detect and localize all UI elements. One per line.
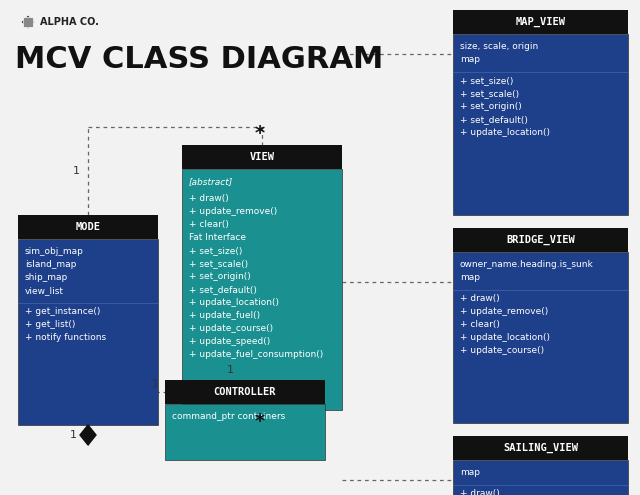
Text: BRIDGE_VIEW: BRIDGE_VIEW	[506, 235, 575, 245]
Text: [abstract]: [abstract]	[189, 177, 233, 186]
Text: owner_name.heading.is_sunk: owner_name.heading.is_sunk	[460, 260, 594, 269]
Bar	[453, 10, 628, 34]
Bar	[453, 460, 628, 495]
Text: + draw(): + draw()	[460, 294, 500, 303]
Text: + update_course(): + update_course()	[189, 324, 273, 333]
Text: map: map	[460, 273, 480, 282]
Text: + update_fuel_consumption(): + update_fuel_consumption()	[189, 350, 323, 359]
Text: + set_scale(): + set_scale()	[460, 89, 519, 98]
Bar	[453, 436, 628, 460]
Text: + set_scale(): + set_scale()	[189, 259, 248, 268]
Text: + set_size(): + set_size()	[189, 246, 243, 255]
Polygon shape	[21, 15, 35, 29]
Bar	[18, 239, 158, 425]
Text: CONTROLLER: CONTROLLER	[214, 387, 276, 397]
Text: MAP_VIEW: MAP_VIEW	[515, 17, 566, 27]
Text: 1: 1	[152, 379, 159, 389]
Text: 1: 1	[227, 365, 234, 375]
Text: + update_speed(): + update_speed()	[189, 337, 270, 346]
Bar	[453, 252, 628, 423]
Text: + update_remove(): + update_remove()	[460, 307, 548, 316]
Polygon shape	[23, 17, 33, 27]
Text: *: *	[255, 412, 265, 431]
Text: ALPHA CO.: ALPHA CO.	[40, 17, 99, 27]
Text: 1: 1	[70, 430, 77, 440]
Bar	[182, 169, 342, 410]
Text: + draw(): + draw()	[189, 194, 228, 203]
Text: + update_remove(): + update_remove()	[189, 207, 277, 216]
Text: SAILING_VIEW: SAILING_VIEW	[503, 443, 578, 453]
Text: size, scale, origin: size, scale, origin	[460, 42, 538, 51]
Text: + draw(): + draw()	[460, 489, 500, 495]
Text: + update_course(): + update_course()	[460, 346, 544, 355]
Text: + update_fuel(): + update_fuel()	[189, 311, 260, 320]
Text: ship_map: ship_map	[25, 273, 68, 282]
Bar	[165, 380, 325, 404]
Bar	[453, 34, 628, 215]
Text: + update_location(): + update_location()	[460, 128, 550, 137]
Bar	[453, 228, 628, 252]
Bar	[18, 215, 158, 239]
Text: map: map	[460, 55, 480, 64]
Text: Fat Interface: Fat Interface	[189, 233, 246, 242]
Text: VIEW: VIEW	[250, 152, 275, 162]
Text: + get_list(): + get_list()	[25, 320, 76, 329]
Text: sim_obj_map: sim_obj_map	[25, 247, 84, 256]
Text: view_list: view_list	[25, 286, 64, 295]
Text: + update_location(): + update_location()	[189, 298, 279, 307]
Text: MODE: MODE	[76, 222, 100, 232]
Text: island_map: island_map	[25, 260, 76, 269]
Text: + get_instance(): + get_instance()	[25, 307, 100, 316]
Text: + set_size(): + set_size()	[460, 76, 513, 85]
Text: MCV CLASS DIAGRAM: MCV CLASS DIAGRAM	[15, 45, 383, 74]
Bar	[165, 404, 325, 460]
Text: 1: 1	[72, 166, 79, 176]
Text: + clear(): + clear()	[460, 320, 500, 329]
Text: + set_origin(): + set_origin()	[460, 102, 522, 111]
Text: map: map	[460, 468, 480, 477]
Text: command_ptr containers: command_ptr containers	[172, 412, 285, 421]
Text: + set_default(): + set_default()	[189, 285, 257, 294]
Polygon shape	[80, 425, 96, 445]
Text: + clear(): + clear()	[189, 220, 229, 229]
Text: + update_location(): + update_location()	[460, 333, 550, 342]
Text: *: *	[255, 124, 265, 143]
Bar	[182, 145, 342, 169]
Text: + notify functions: + notify functions	[25, 333, 106, 342]
Text: + set_origin(): + set_origin()	[189, 272, 251, 281]
Text: + set_default(): + set_default()	[460, 115, 528, 124]
